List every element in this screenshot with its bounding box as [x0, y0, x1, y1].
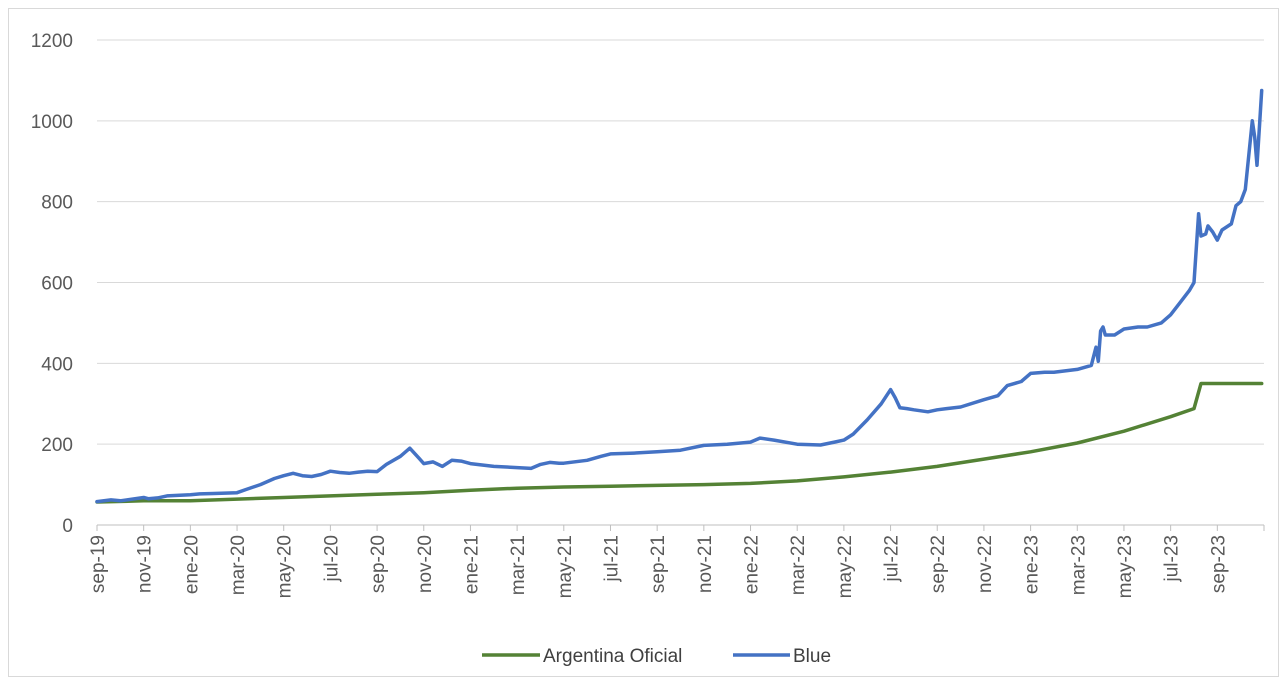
x-tick-label: jul-20: [321, 535, 342, 582]
x-tick-label: ene-22: [742, 535, 763, 594]
x-tick-label: sep-20: [368, 535, 389, 593]
x-tick-label: nov-22: [975, 535, 996, 593]
x-tick-label: jul-22: [882, 535, 903, 582]
x-tick-label: may-20: [275, 535, 296, 598]
x-tick-label: nov-21: [695, 535, 716, 593]
x-tick-label: mar-21: [508, 535, 529, 595]
y-tick-label: 800: [41, 193, 73, 214]
series-lines: [95, 88, 1264, 504]
legend-label: Blue: [793, 646, 831, 667]
x-tick-label: mar-20: [228, 535, 249, 595]
x-tick-label: jul-21: [601, 535, 622, 582]
x-tick-label: mar-23: [1068, 535, 1089, 595]
y-tick-label: 600: [41, 274, 73, 295]
y-axis-ticks: 0 200 400 600 800 1000 1200: [31, 31, 73, 537]
y-tick-label: 1000: [31, 112, 73, 133]
x-tick-label: sep-19: [88, 535, 109, 593]
x-tick-label: sep-22: [928, 535, 949, 593]
x-tick-label: nov-19: [135, 535, 156, 593]
legend: Argentina Oficial Blue: [482, 646, 831, 667]
x-tick-label: mar-22: [788, 535, 809, 595]
x-tick-label: nov-20: [415, 535, 436, 593]
chart-frame: [8, 8, 1279, 677]
y-tick-label: 400: [41, 354, 73, 375]
y-tick-label: 0: [62, 516, 73, 537]
series-line-1: [95, 88, 1264, 504]
series-line-0: [95, 381, 1264, 504]
x-tick-label: ene-20: [181, 535, 202, 594]
gridlines: [97, 39, 1264, 445]
x-tick-label: may-21: [555, 535, 576, 598]
x-tick-label: jul-23: [1162, 535, 1183, 582]
x-tick-label: ene-21: [461, 535, 482, 594]
x-tick-label: sep-23: [1208, 535, 1229, 593]
x-tick-label: may-23: [1115, 535, 1136, 598]
legend-label: Argentina Oficial: [543, 646, 682, 667]
x-tick-label: sep-21: [648, 535, 669, 593]
y-tick-label: 200: [41, 435, 73, 456]
x-axis: sep-19 nov-19 ene-20 mar-20 may-20 jul-20 sep-…: [88, 524, 1265, 598]
y-tick-label: 1200: [31, 31, 73, 52]
x-tick-label: may-22: [835, 535, 856, 598]
x-tick-label: ene-23: [1022, 535, 1043, 594]
